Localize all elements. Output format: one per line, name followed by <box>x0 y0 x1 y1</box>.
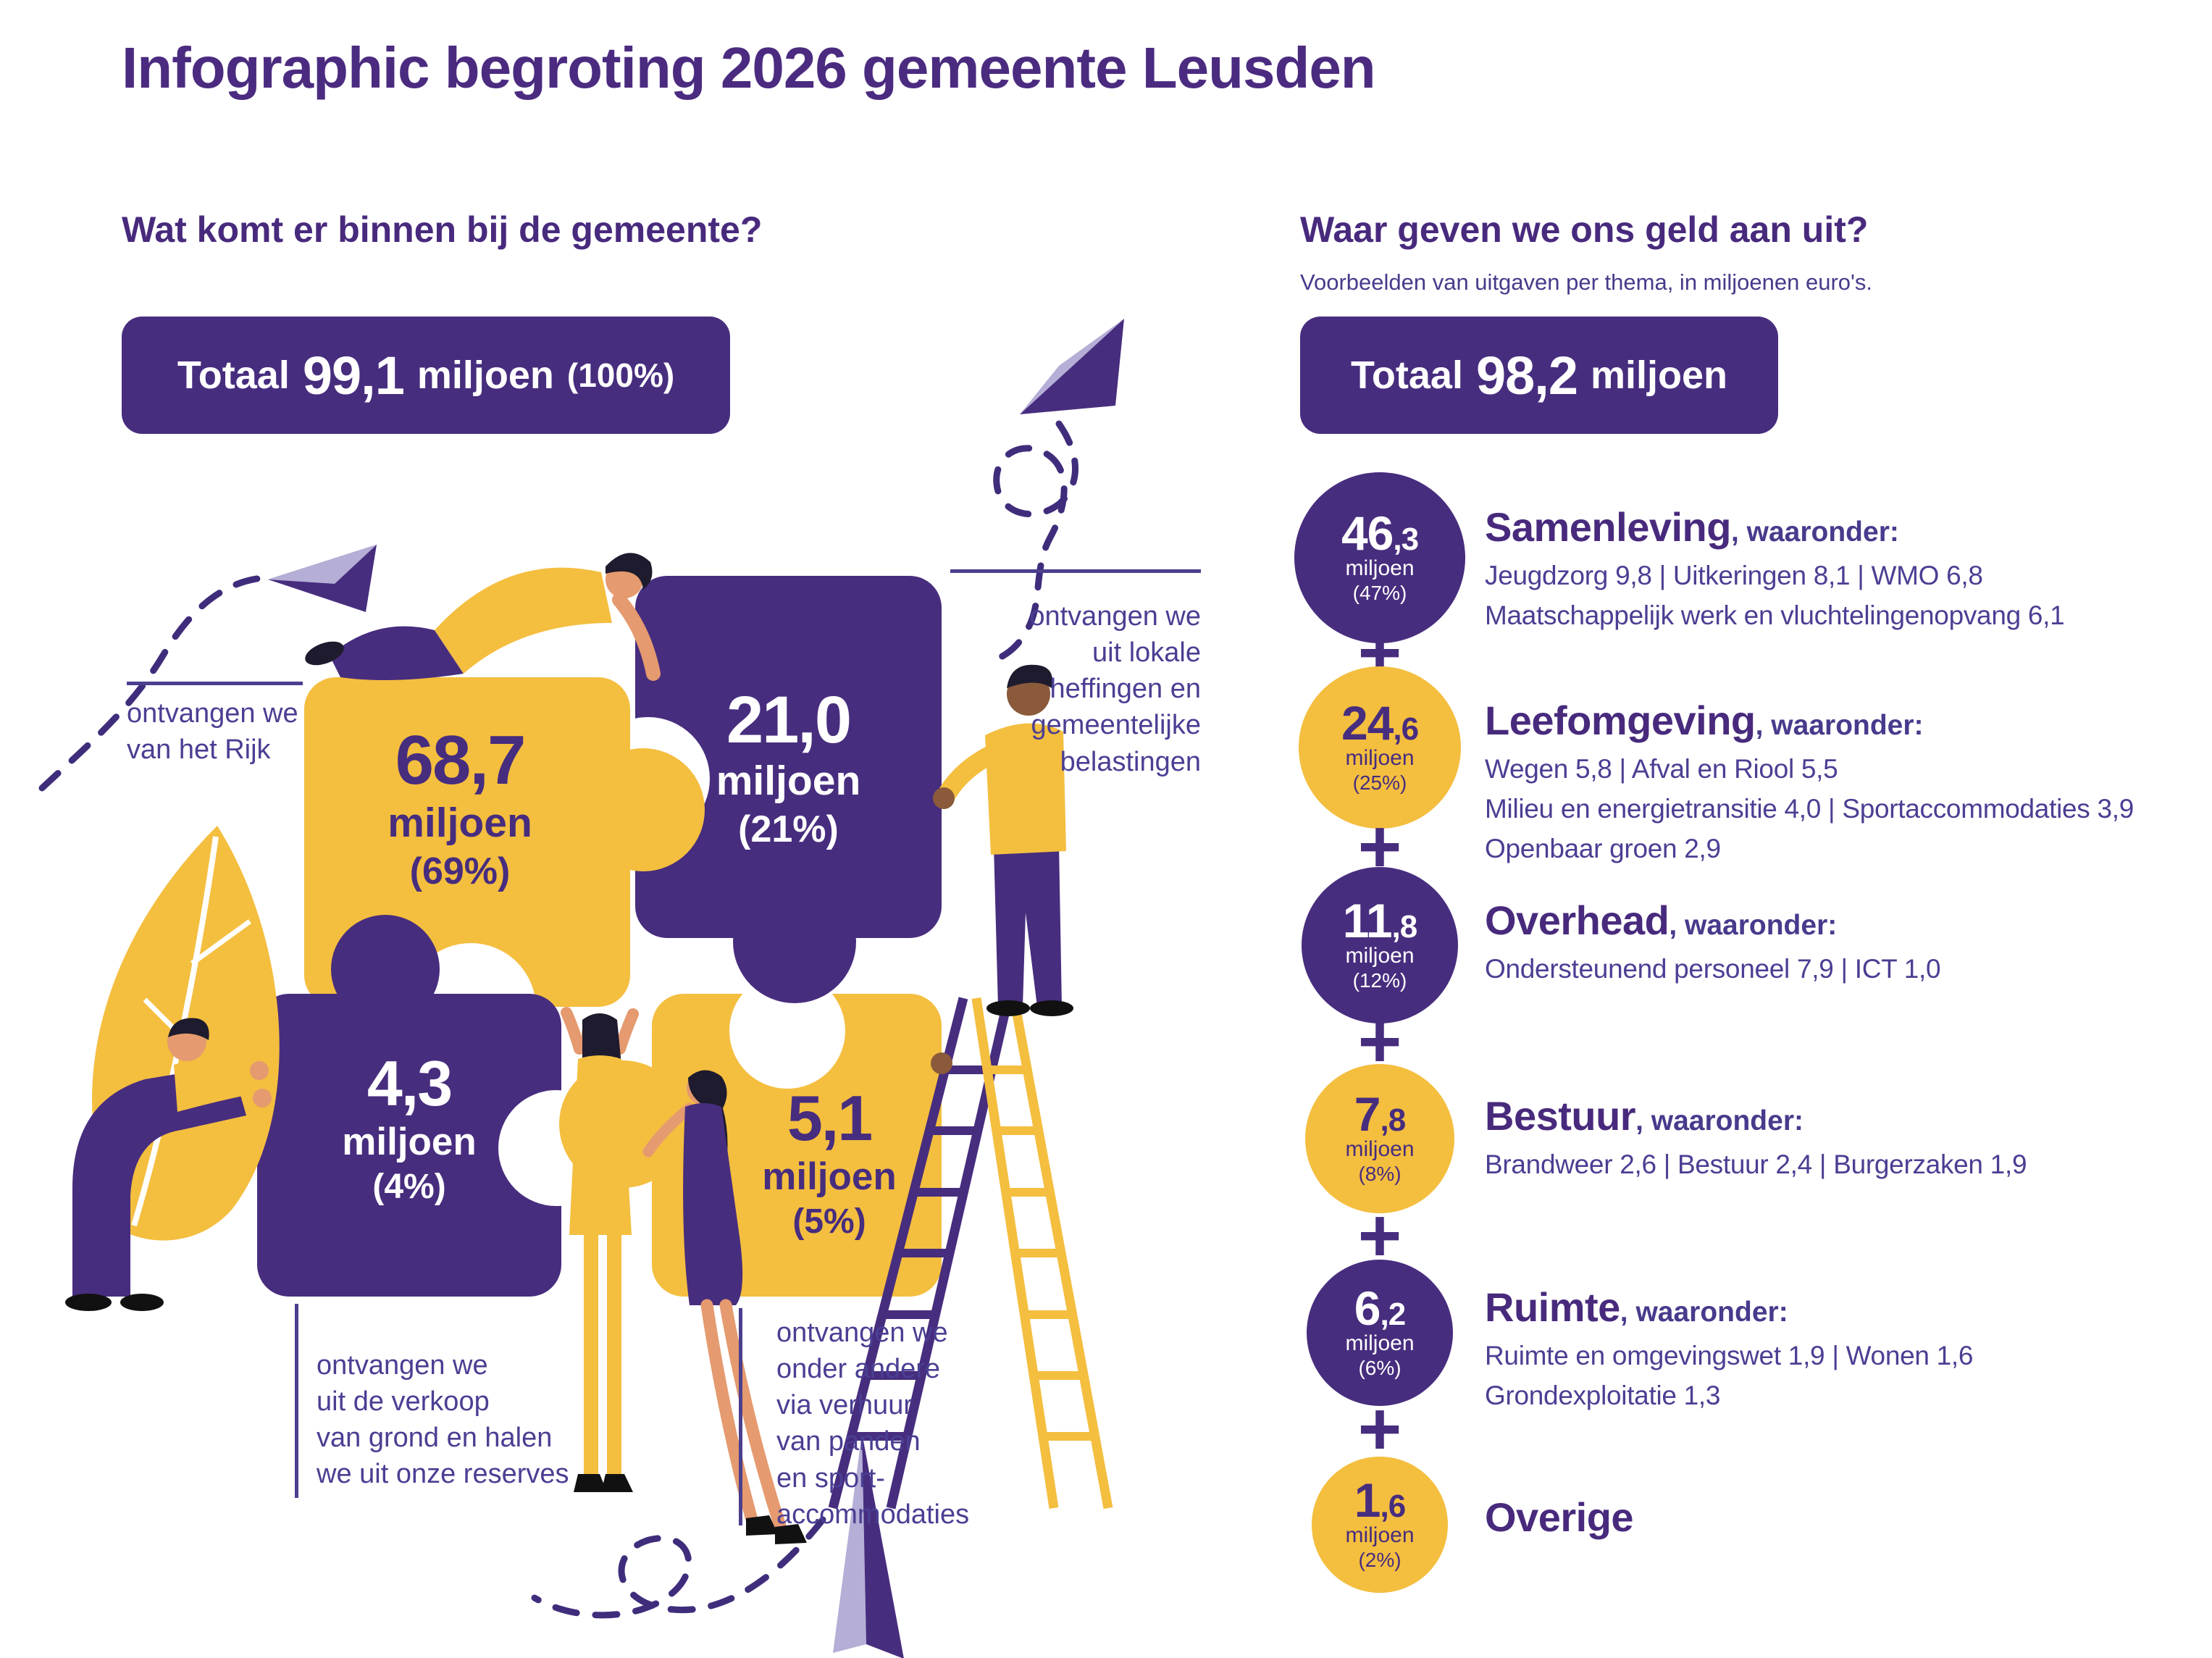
ladder <box>828 997 1113 1510</box>
amount-circle-ruimte: 6,2 miljoen (6%) <box>1307 1260 1453 1406</box>
person-pushing-left <box>65 1018 272 1311</box>
annotation-rijk: ontvangen we van het Rijk <box>127 698 298 766</box>
income-total-badge: Totaal 99,1 miljoen (100%) <box>122 317 730 434</box>
category-overige: Overige <box>1485 1494 1634 1540</box>
annotation-line-rijk <box>127 682 303 685</box>
annotation-line-verhuur <box>739 1308 742 1525</box>
income-total-label: Totaal <box>177 353 290 397</box>
puzzle-piece-heffingen <box>635 576 942 938</box>
paper-plane-trail-left <box>38 545 377 792</box>
income-total-value: 99,1 <box>302 345 405 406</box>
amount-circle-samenleving: 46,3 miljoen (47%) <box>1294 472 1465 643</box>
piece-value-verhuur: 5,1 miljoen (5%) <box>762 1082 897 1241</box>
plus-sign: + <box>1357 1387 1402 1471</box>
amount-circle-bestuur: 7,8 miljoen (8%) <box>1305 1064 1454 1213</box>
puzzle-piece-grond <box>257 994 561 1297</box>
person-crawling-top <box>305 553 661 681</box>
expenses-total-label: Totaal <box>1350 353 1463 397</box>
puzzle-knob <box>331 915 440 1023</box>
category-bestuur: Bestuur, waaronder: Brandweer 2,6 | Best… <box>1485 1093 2027 1179</box>
income-total-pct: (100%) <box>566 356 675 394</box>
annotation-grond: ontvangen we uit de verkoop van grond en… <box>317 1350 569 1490</box>
person-on-ladder <box>931 664 1073 1074</box>
amount-circle-leefomgeving: 24,6 miljoen (25%) <box>1299 666 1461 829</box>
annotation-line-grond <box>295 1304 298 1498</box>
piece-value-grond: 4,3 miljoen (4%) <box>342 1047 477 1206</box>
paper-plane-icon <box>833 1433 866 1653</box>
annotation-heffingen: ontvangen we uit lokale heffingen en gem… <box>1029 601 1201 777</box>
category-samenleving: Samenleving, waaronder: Jeugdzorg 9,8 | … <box>1485 504 2065 630</box>
amount-circle-overhead: 11,8 miljoen (12%) <box>1302 867 1458 1023</box>
income-section-heading: Wat komt er binnen bij de gemeente? <box>122 209 763 250</box>
puzzle-hole <box>729 994 845 1089</box>
annotation-verhuur: ontvangen we onder andere via verhuur va… <box>776 1318 970 1530</box>
puzzle-knob <box>582 748 705 871</box>
expenses-subtitle: Voorbeelden van uitgaven per thema, in m… <box>1300 269 1873 295</box>
annotation-line-heffingen <box>950 569 1201 573</box>
category-overhead: Overhead, waaronder: Ondersteunend perso… <box>1485 897 1941 984</box>
piece-value-rijk: 68,7 miljoen (69%) <box>387 721 532 892</box>
expenses-total-unit: miljoen <box>1591 353 1728 397</box>
paper-plane-trail-top <box>993 319 1124 663</box>
expenses-total-value: 98,2 <box>1475 345 1578 406</box>
expenses-total-badge: Totaal 98,2 miljoen <box>1300 317 1778 434</box>
piece-value-heffingen: 21,0 miljoen (21%) <box>716 683 861 850</box>
category-ruimte: Ruimte, waaronder: Ruimte en omgevingswe… <box>1485 1284 1974 1410</box>
puzzle-knob <box>733 880 856 1003</box>
paper-plane-trail-bottom <box>531 1433 904 1658</box>
page-title: Infographic begroting 2026 gemeente Leus… <box>122 35 1376 100</box>
amount-circle-overige: 1,6 miljoen (2%) <box>1312 1457 1448 1593</box>
income-total-unit: miljoen <box>416 353 554 397</box>
person-arms-raised <box>561 1007 639 1492</box>
category-leefomgeving: Leefomgeving, waaronder: Wegen 5,8 | Afv… <box>1485 698 2134 863</box>
expenses-section-heading: Waar geven we ons geld aan uit? <box>1300 209 1869 250</box>
person-purple-dress <box>642 1070 807 1544</box>
